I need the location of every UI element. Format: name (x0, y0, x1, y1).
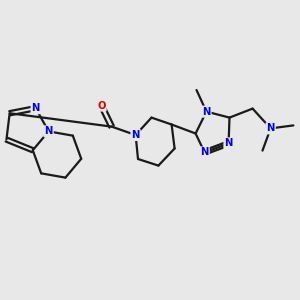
Text: N: N (44, 126, 53, 136)
Text: N: N (131, 130, 140, 140)
Text: N: N (224, 138, 233, 148)
Text: N: N (202, 106, 211, 117)
Text: N: N (200, 147, 209, 158)
Text: N: N (266, 123, 275, 134)
Text: N: N (32, 103, 40, 113)
Text: O: O (97, 100, 106, 111)
